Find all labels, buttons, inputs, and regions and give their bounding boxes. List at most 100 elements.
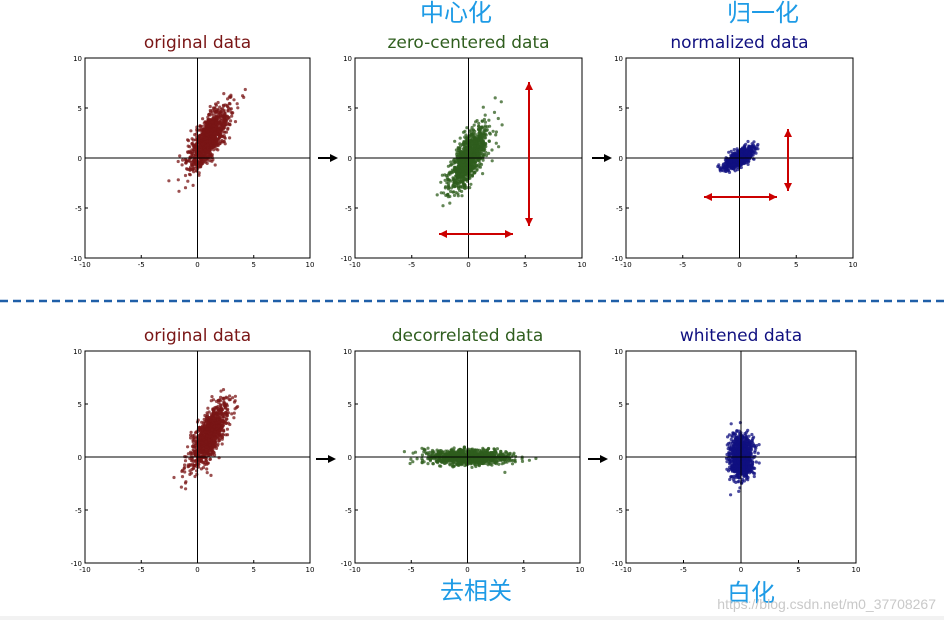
data-point (220, 107, 225, 111)
x-tick-label: -5 (679, 261, 686, 269)
data-point (225, 103, 229, 107)
data-point (481, 105, 485, 109)
data-point (738, 150, 742, 154)
data-point (212, 451, 216, 455)
data-point (462, 146, 466, 150)
data-point (484, 153, 489, 158)
data-point (479, 147, 483, 151)
data-point (205, 467, 209, 471)
data-point (225, 427, 229, 431)
data-point (228, 102, 232, 106)
y-tick-label: 5 (348, 105, 352, 113)
data-point (222, 109, 226, 113)
data-point (212, 416, 217, 420)
x-tick-label: -5 (138, 566, 145, 574)
x-tick-label: 5 (523, 261, 527, 269)
data-point (216, 143, 220, 147)
data-points (167, 87, 247, 193)
data-point (192, 459, 196, 463)
y-tick-label: 10 (343, 55, 352, 63)
data-point (186, 139, 191, 143)
data-point (211, 124, 215, 128)
data-point (498, 452, 502, 456)
data-point (221, 428, 225, 432)
data-point (189, 129, 193, 133)
data-point (208, 432, 212, 436)
data-point (208, 123, 212, 127)
data-point (442, 191, 446, 195)
data-point (180, 475, 185, 479)
data-point (206, 143, 210, 147)
data-point (733, 169, 737, 173)
data-point (503, 470, 507, 474)
data-point (483, 133, 487, 137)
data-point (211, 135, 215, 139)
data-point (747, 144, 751, 148)
x-tick-label: 0 (195, 566, 199, 574)
data-point (216, 120, 220, 124)
data-point (461, 183, 465, 187)
data-point (211, 447, 215, 451)
data-point (475, 149, 479, 153)
data-point (206, 124, 210, 128)
data-point (216, 442, 220, 446)
data-point (223, 136, 227, 140)
data-point (716, 164, 720, 169)
data-point (202, 131, 206, 135)
data-point (209, 153, 213, 157)
data-point (221, 103, 225, 107)
data-point (439, 450, 443, 454)
data-point (218, 437, 222, 441)
data-point (497, 145, 501, 149)
data-point (431, 462, 435, 466)
data-point (473, 129, 477, 133)
data-point (220, 134, 224, 139)
data-point (218, 105, 222, 109)
data-point (420, 457, 424, 461)
x-tick-label: 0 (466, 261, 470, 269)
x-tick-label: 0 (195, 261, 199, 269)
data-point (208, 104, 212, 109)
data-point (476, 144, 480, 148)
data-point (408, 461, 412, 466)
y-tick-label: 5 (78, 401, 82, 409)
data-point (479, 132, 483, 137)
data-point (184, 158, 188, 162)
data-point (454, 177, 459, 181)
y-tick-label: 5 (78, 105, 82, 113)
data-point (438, 464, 442, 468)
data-point (435, 448, 439, 452)
data-point (210, 428, 214, 432)
data-point (480, 139, 484, 143)
data-point (192, 148, 196, 152)
data-point (479, 162, 484, 167)
data-point (483, 120, 487, 124)
data-point (454, 184, 458, 188)
data-point (449, 189, 453, 194)
data-point (454, 181, 458, 185)
data-point (429, 453, 434, 457)
data-point (191, 462, 195, 466)
data-point (224, 417, 228, 421)
data-point (437, 458, 441, 462)
data-point (177, 189, 181, 193)
data-point (727, 168, 731, 173)
data-point (176, 178, 180, 182)
data-point (197, 173, 201, 177)
data-point (435, 193, 439, 197)
y-tick-label: -5 (345, 205, 352, 213)
data-point (212, 132, 216, 136)
y-tick-label: -10 (341, 255, 352, 263)
chart-title: original data (144, 326, 251, 346)
data-point (752, 145, 756, 150)
data-point (485, 128, 489, 132)
data-point (216, 100, 220, 105)
data-point (214, 125, 218, 129)
data-point (473, 451, 477, 455)
data-point (446, 164, 450, 168)
data-point (179, 485, 183, 489)
data-point (197, 151, 201, 155)
data-point (495, 447, 499, 451)
data-point (453, 139, 457, 143)
data-point (494, 141, 498, 145)
